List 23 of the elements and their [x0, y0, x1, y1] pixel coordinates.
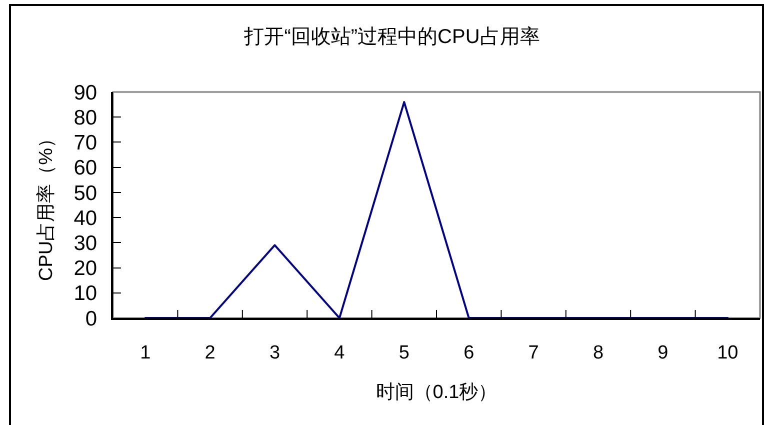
- y-tick-label: 30: [74, 232, 98, 256]
- x-tick-label: 5: [398, 342, 410, 364]
- y-tick-label: 90: [74, 81, 98, 104]
- y-tick-label: 50: [74, 182, 98, 205]
- chart-title: 打开“回收站”过程中的CPU占用率: [243, 26, 540, 48]
- y-tick-label: 60: [74, 156, 98, 180]
- y-tick-label: 80: [74, 106, 98, 130]
- x-tick-label: 7: [528, 342, 539, 364]
- x-tick-label: 10: [717, 342, 738, 364]
- x-tick-label: 4: [334, 342, 346, 364]
- y-tick-label: 40: [74, 206, 98, 230]
- x-tick-label: 2: [204, 342, 216, 364]
- x-tick-label: 8: [592, 342, 604, 364]
- y-tick-label: 70: [74, 132, 98, 155]
- x-tick-label: 9: [658, 342, 668, 364]
- y-tick-label: 0: [85, 307, 98, 330]
- x-axis-title: 时间（0.1秒）: [376, 382, 498, 403]
- x-tick-label: 3: [269, 342, 280, 364]
- x-tick-label: 1: [140, 342, 151, 364]
- x-tick-label: 6: [464, 342, 474, 364]
- y-axis-title: CPU占用率（%）: [35, 128, 58, 282]
- y-tick-label: 20: [74, 257, 98, 280]
- y-tick-label: 10: [74, 282, 98, 306]
